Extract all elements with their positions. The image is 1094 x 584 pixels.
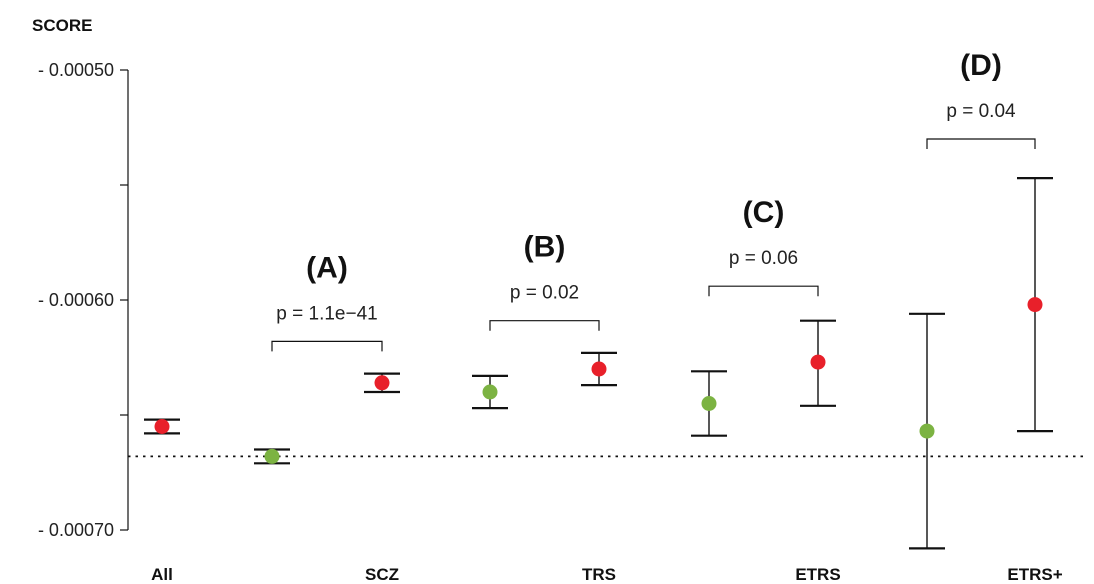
group-label: (A)	[306, 251, 348, 284]
data-point	[1027, 297, 1043, 313]
x-category-label: TRS	[582, 565, 616, 584]
p-value-label: p = 0.06	[729, 248, 798, 269]
x-category-label: All	[151, 565, 173, 584]
p-value-label: p = 0.02	[510, 283, 579, 304]
data-point	[374, 375, 390, 391]
data-point	[264, 448, 280, 464]
data-point	[701, 396, 717, 411]
y-tick-label: - 0.00060	[38, 290, 114, 310]
x-category-label: SCZ	[365, 565, 399, 584]
data-point	[591, 361, 607, 377]
comparison-bracket	[926, 138, 1036, 149]
group-label: (B)	[524, 231, 566, 264]
group-label: (C)	[743, 196, 785, 229]
p-value-label: p = 1.1e−41	[276, 303, 377, 324]
x-category-label: ETRS+	[1007, 565, 1062, 584]
comparison-bracket	[271, 340, 383, 352]
data-point	[482, 384, 498, 400]
data-point	[154, 419, 170, 434]
comparison-bracket	[489, 320, 600, 331]
y-tick-label: - 0.00070	[38, 520, 114, 540]
data-point	[919, 423, 935, 439]
y-ticks: - 0.00050 - 0.00060 - 0.00070	[38, 60, 128, 540]
data-point	[810, 354, 826, 370]
x-category-labels: All SCZ TRS ETRS ETRS+	[151, 565, 1063, 584]
y-axis-title: SCORE	[32, 16, 92, 35]
y-tick-label: - 0.00050	[38, 60, 114, 80]
p-value-label: p = 0.04	[946, 101, 1016, 122]
group-label: (D)	[960, 49, 1002, 82]
data-points	[144, 177, 1053, 550]
x-category-label: ETRS	[795, 565, 840, 584]
comparison-bracket	[708, 285, 819, 297]
comparisons: p = 1.1e−41 (A) p = 0.02 (B) p = 0.06 (C) p = …	[271, 49, 1036, 352]
